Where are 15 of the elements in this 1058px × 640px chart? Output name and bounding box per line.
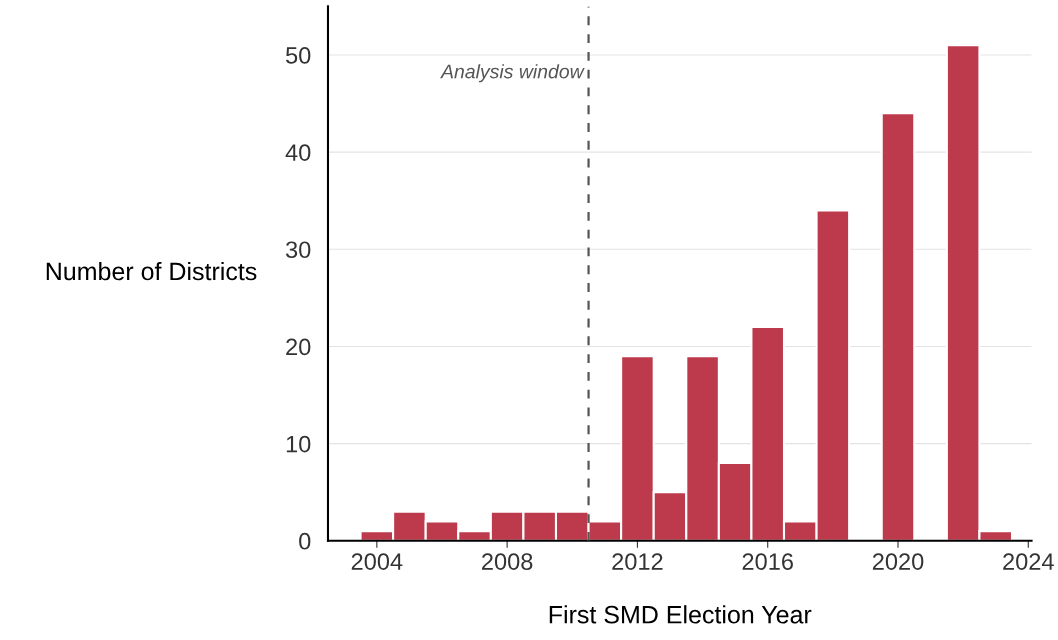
- y-axis-title: Number of Districts: [46, 261, 257, 281]
- x-tick-label: 2020: [872, 553, 924, 570]
- ref-line-label: Analysis window: [440, 64, 585, 83]
- x-tick-label: 2024: [1003, 553, 1054, 570]
- y-tick-label: 50: [286, 47, 311, 64]
- x-tick-label: 2016: [742, 553, 793, 570]
- y-tick-label: 0: [299, 532, 311, 550]
- x-tick-label: 2004: [351, 553, 403, 570]
- y-tick-label: 10: [286, 435, 311, 453]
- y-tick-label: 30: [285, 241, 311, 259]
- x-tick-label: 2008: [482, 553, 533, 570]
- x-axis-title: First SMD Election Year: [549, 605, 812, 624]
- y-tick-label: 40: [285, 144, 311, 161]
- x-tick-label: 2012: [612, 553, 663, 570]
- y-tick-label: 20: [286, 338, 311, 356]
